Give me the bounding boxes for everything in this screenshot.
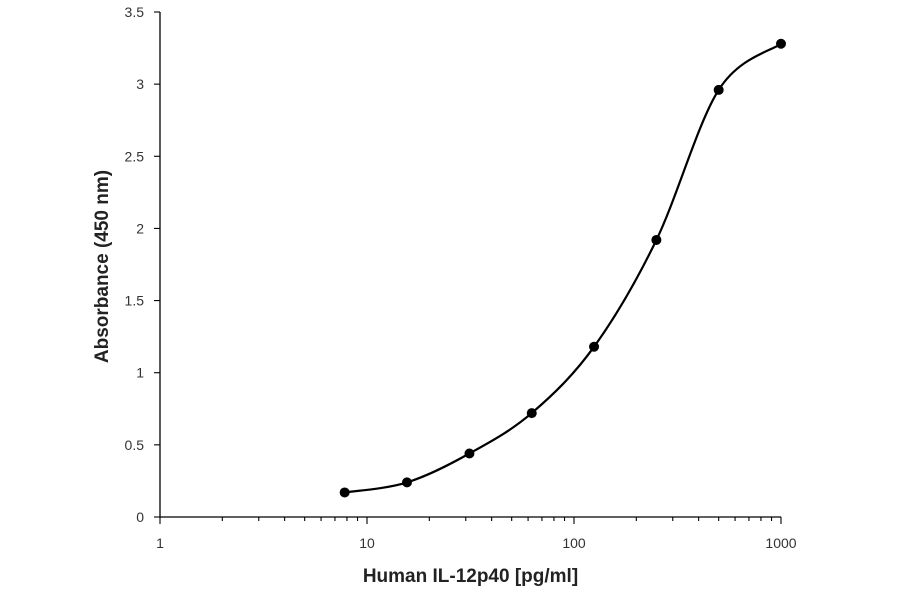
data-point — [526, 408, 537, 419]
y-axis-title: Absorbance (450 nm) — [92, 170, 113, 363]
x-tick-label: 10 — [359, 535, 375, 551]
x-ticks: 1 10 100 1000 — [156, 517, 797, 551]
data-point — [401, 477, 412, 488]
y-tick-label: 2.5 — [125, 148, 145, 164]
data-point — [339, 487, 350, 498]
data-point — [589, 341, 600, 352]
x-tick-label: 100 — [562, 535, 586, 551]
x-tick-label: 1 — [156, 535, 164, 551]
y-tick-label: 3.5 — [125, 4, 145, 20]
x-tick-label: 1000 — [765, 535, 796, 551]
y-tick-label: 3 — [136, 76, 144, 92]
data-point — [464, 448, 475, 459]
y-tick-label: 0 — [136, 509, 144, 525]
y-tick-label: 0.5 — [125, 437, 145, 453]
axes — [159, 12, 781, 518]
x-axis-title: Human IL-12p40 [pg/ml] — [363, 566, 578, 587]
y-tick-label: 1 — [136, 365, 144, 381]
data-point — [776, 38, 786, 49]
data-point — [713, 84, 724, 95]
fitted-curve — [344, 42, 782, 494]
y-ticks: 0 0.5 1 1.5 2 2.5 3 3.5 — [125, 4, 160, 525]
y-tick-label: 1.5 — [125, 293, 145, 309]
data-points — [339, 38, 786, 498]
data-point — [651, 234, 662, 245]
y-tick-label: 2 — [136, 220, 144, 236]
